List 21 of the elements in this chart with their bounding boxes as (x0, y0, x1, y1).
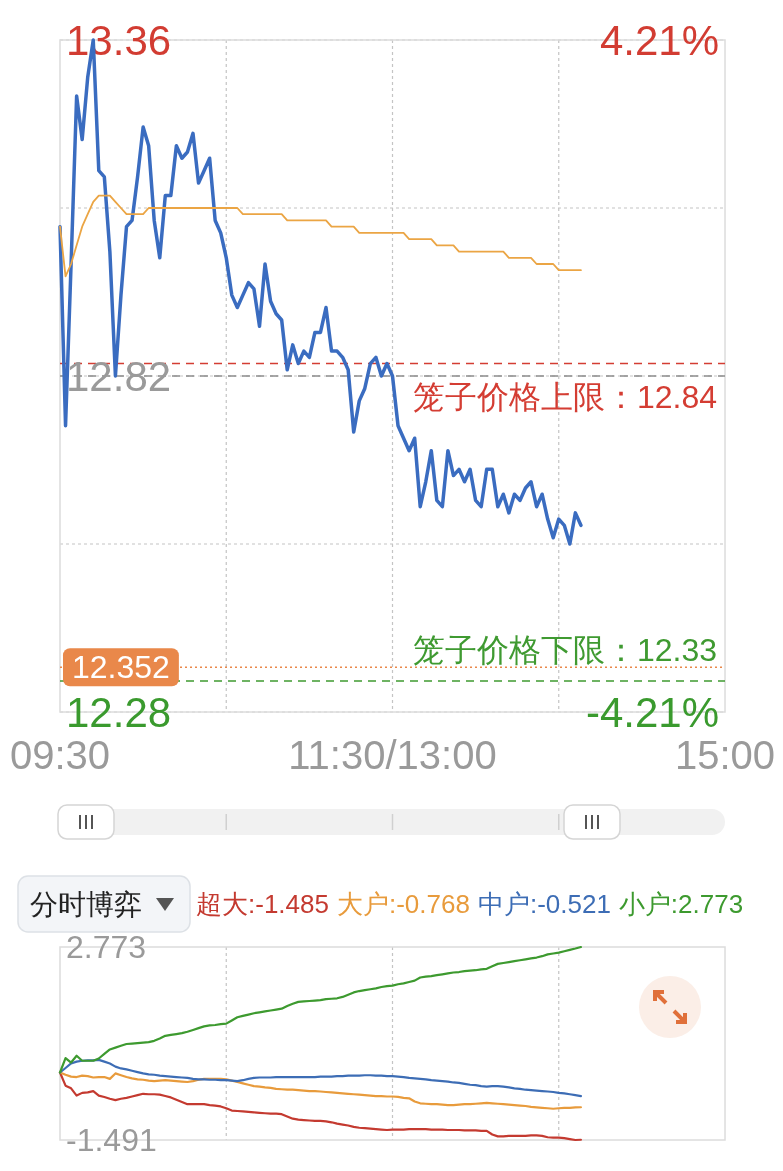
ref-line-label: 12.352 (72, 649, 170, 686)
y-tick-label: 12.28 (66, 688, 172, 736)
series-label: 小户:2.773 (618, 889, 744, 919)
text: 大户:-0.768 (336, 889, 470, 919)
y-tick-label: 12.82 (66, 352, 172, 400)
y-tick-label: 2.773 (66, 929, 147, 965)
chart-title: 分时博弈 (30, 888, 142, 920)
x-tick-label: 09:30 (9, 733, 111, 777)
text: 中户:-0.521 (477, 889, 611, 919)
x-tick-label: 15:00 (674, 733, 776, 777)
text: 超大:-1.485 (196, 889, 329, 919)
x-tick-label: 11:30/13:00 (288, 733, 497, 777)
y-tick-label: -1.491 (66, 1122, 157, 1158)
ref-line-label: 笼子价格下限：12.33 (412, 631, 717, 668)
y-tick-label: 13.36 (66, 16, 172, 64)
line-series (58, 1058, 583, 1098)
y2-tick-label: -4.21% (585, 688, 719, 736)
ref-line-label: 笼子价格上限：12.84 (412, 378, 717, 415)
y2-tick-label: 4.21% (599, 16, 719, 64)
line-series (59, 194, 582, 278)
line-series (58, 1071, 583, 1110)
